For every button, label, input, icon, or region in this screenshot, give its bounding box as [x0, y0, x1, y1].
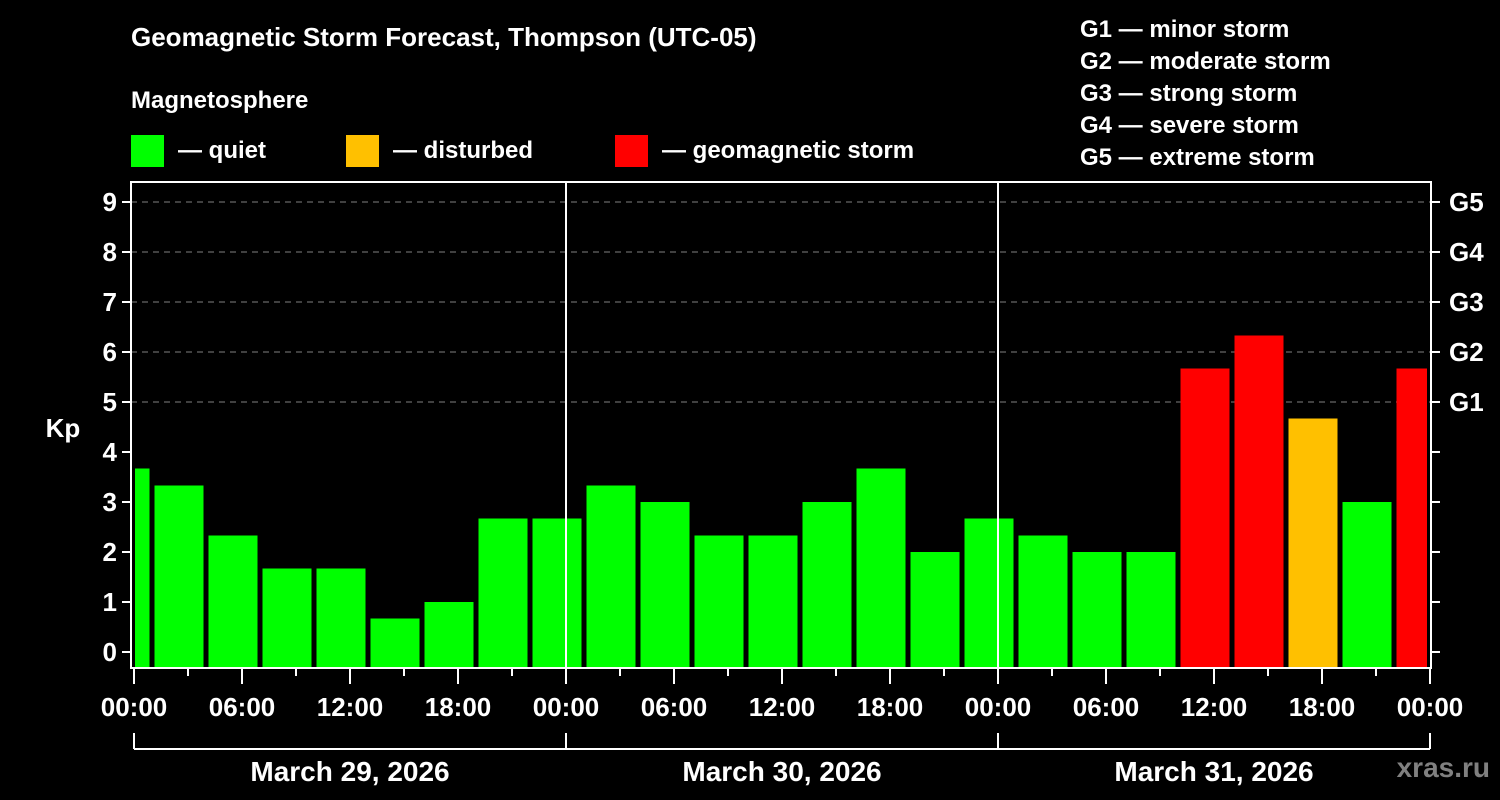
x-tick-label: 18:00: [425, 692, 492, 722]
kp-bar: [586, 485, 636, 668]
kp-bar: [1396, 368, 1427, 668]
kp-bar: [964, 518, 1014, 668]
y-tick-label: 0: [103, 637, 117, 667]
kp-bar: [316, 568, 366, 668]
g-scale-g3: G3 — strong storm: [1080, 80, 1298, 107]
legend-label-storm: — geomagnetic storm: [662, 137, 915, 164]
y-tick-label: 9: [103, 187, 117, 217]
kp-bar: [1288, 418, 1338, 668]
g-level-label: G4: [1449, 237, 1484, 267]
x-tick-label: 12:00: [749, 692, 816, 722]
kp-bar: [1234, 335, 1284, 668]
axes: 0 1 2 3 4 5 6 7 8 9 G1 G2 G3 G4 G5 00:00 06:00 12:00 18:00…: [101, 181, 1484, 787]
disturbed-swatch-icon: [346, 135, 379, 167]
kp-bar: [1072, 552, 1122, 668]
kp-bar: [1180, 368, 1230, 668]
x-tick-label: 12:00: [317, 692, 384, 722]
legend-item-quiet: — quiet: [131, 135, 266, 167]
legend-item-storm: — geomagnetic storm: [615, 135, 914, 167]
day-label: March 29, 2026: [250, 756, 449, 787]
g-level-label: G5: [1449, 187, 1484, 217]
kp-bar: [802, 502, 852, 668]
kp-bar: [748, 535, 798, 668]
x-tick-label: 00:00: [101, 692, 168, 722]
legend-label-quiet: — quiet: [178, 137, 266, 164]
y-tick-label: 5: [103, 387, 117, 417]
y-tick-label: 2: [103, 537, 117, 567]
kp-bar: [135, 468, 150, 668]
day-label: March 30, 2026: [682, 756, 881, 787]
g-level-label: G1: [1449, 387, 1484, 417]
storm-swatch-icon: [615, 135, 648, 167]
kp-bar: [262, 568, 312, 668]
kp-bar: [370, 618, 420, 668]
legend-heading: Magnetosphere: [131, 87, 309, 114]
x-tick-label: 00:00: [965, 692, 1032, 722]
kp-bar: [856, 468, 906, 668]
kp-bar: [1126, 552, 1176, 668]
y-tick-label: 3: [103, 487, 117, 517]
y-tick-label: 6: [103, 337, 117, 367]
g-level-label: G3: [1449, 287, 1484, 317]
kp-bar: [1018, 535, 1068, 668]
g-scale-legend: G1 — minor storm G2 — moderate storm G3 …: [1080, 14, 1331, 174]
g-scale-g5: G5 — extreme storm: [1080, 144, 1315, 171]
kp-bar: [478, 518, 528, 668]
day-label: March 31, 2026: [1114, 756, 1313, 787]
kp-bar: [694, 535, 744, 668]
x-tick-label: 00:00: [533, 692, 600, 722]
chart-title: Geomagnetic Storm Forecast, Thompson (UT…: [131, 22, 757, 52]
x-tick-label: 18:00: [1289, 692, 1356, 722]
g-scale-g4: G4 — severe storm: [1080, 112, 1299, 139]
g-level-label: G2: [1449, 337, 1484, 367]
kp-bar: [910, 552, 960, 668]
kp-bar: [640, 502, 690, 668]
y-tick-label: 8: [103, 237, 117, 267]
g-scale-g1: G1 — minor storm: [1080, 16, 1290, 43]
x-tick-label: 06:00: [209, 692, 276, 722]
bar-series: [135, 335, 1427, 668]
kp-bar: [424, 602, 474, 668]
legend-item-disturbed: — disturbed: [346, 135, 533, 167]
x-tick-label: 12:00: [1181, 692, 1248, 722]
x-tick-label: 06:00: [1073, 692, 1140, 722]
y-tick-label: 4: [103, 437, 118, 467]
g-scale-g2: G2 — moderate storm: [1080, 48, 1331, 75]
y-tick-label: 1: [103, 587, 117, 617]
kp-bar: [208, 535, 258, 668]
kp-bar: [154, 485, 204, 668]
legend-label-disturbed: — disturbed: [393, 137, 534, 164]
kp-bar: [532, 518, 582, 668]
x-tick-label: 00:00: [1397, 692, 1464, 722]
kp-bar: [1342, 502, 1392, 668]
y-tick-label: 7: [103, 287, 117, 317]
x-tick-label: 18:00: [857, 692, 924, 722]
watermark: xras.ru: [1396, 752, 1490, 783]
x-tick-label: 06:00: [641, 692, 708, 722]
quiet-swatch-icon: [131, 135, 164, 167]
y-axis-label: Kp: [46, 413, 81, 443]
